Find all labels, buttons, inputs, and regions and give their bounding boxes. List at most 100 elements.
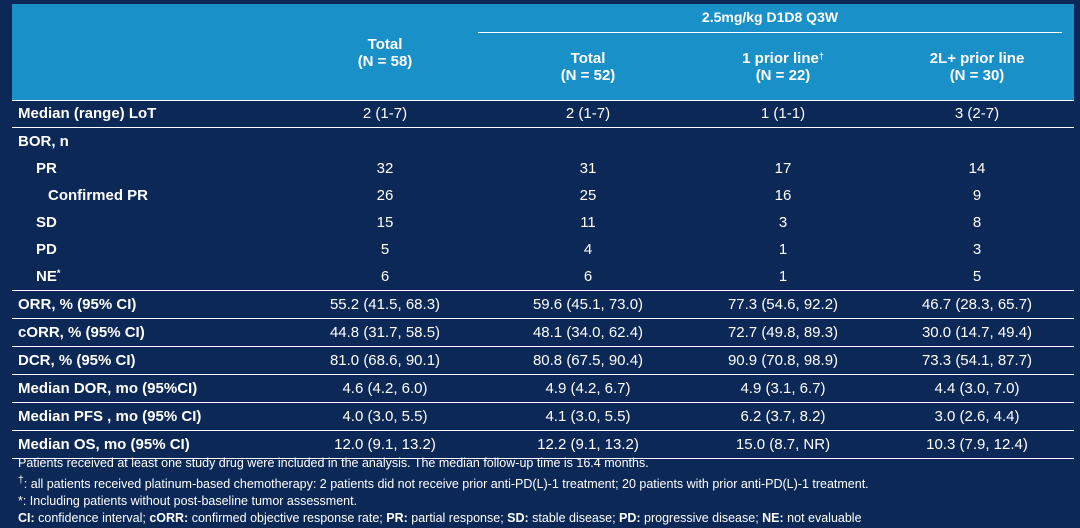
cell: 2 (1-7) <box>362 105 408 122</box>
cell: 46.7 (28.3, 65.7) <box>921 296 1033 313</box>
cell: 4.9 (3.1, 6.7) <box>740 380 826 397</box>
table-row: Median (range) LoT 2 (1-7) 2 (1-7) 1 (1-… <box>12 100 1074 128</box>
cell: 12.2 (9.1, 13.2) <box>537 436 639 453</box>
column-header-n: (N = 30) <box>949 67 1005 84</box>
abbrev-def: stable disease; <box>528 511 620 526</box>
cell: 5 <box>972 268 982 285</box>
column-group-divider <box>478 32 1062 33</box>
cell: 5 <box>380 241 390 258</box>
header-bottom-rule <box>12 100 1074 101</box>
abbrev-term: PR: <box>386 511 408 526</box>
column-header-n: (N = 52) <box>560 67 616 84</box>
abbrev-def: confidence interval; <box>34 511 150 526</box>
row-label: PD <box>36 241 57 258</box>
table-row: Median OS, mo (95% CI) 12.0 (9.1, 13.2) … <box>12 431 1074 459</box>
cell: 11 <box>580 214 596 231</box>
table-row: NE* 6 6 1 5 <box>12 263 1074 291</box>
cell: 16 <box>774 187 792 204</box>
cell: 17 <box>774 160 792 177</box>
row-label: SD <box>36 214 57 231</box>
footnote-abbreviations: CI: confidence interval; cORR: confirmed… <box>18 510 1074 527</box>
cell: 15.0 (8.7, NR) <box>735 436 831 453</box>
cell: 12.0 (9.1, 13.2) <box>334 436 436 453</box>
cell: 80.8 (67.5, 90.4) <box>532 352 644 369</box>
cell: 44.8 (31.7, 58.5) <box>329 324 441 341</box>
column-group-title: 2.5mg/kg D1D8 Q3W <box>701 9 839 25</box>
column-header-n: (N = 22) <box>755 67 811 84</box>
cell: 31 <box>579 160 597 177</box>
abbrev-def: partial response; <box>407 511 508 526</box>
row-label: BOR, n <box>18 133 69 150</box>
cell: 6.2 (3.7, 8.2) <box>740 408 826 425</box>
table-row: SD 15 11 3 8 <box>12 209 1074 236</box>
row-label: Median (range) LoT <box>18 105 157 122</box>
cell: 4.1 (3.0, 5.5) <box>545 408 631 425</box>
column-header-title: 1 prior line <box>742 50 819 67</box>
cell: 1 <box>778 241 788 258</box>
cell: 55.2 (41.5, 68.3) <box>329 296 441 313</box>
column-header-total-group: Total (N = 52) <box>490 50 686 84</box>
cell: 81.0 (68.6, 90.1) <box>329 352 441 369</box>
table-row: PD 5 4 1 3 <box>12 236 1074 263</box>
cell: 6 <box>583 268 593 285</box>
row-label: NE <box>36 268 57 285</box>
cell: 10.3 (7.9, 12.4) <box>926 436 1028 453</box>
abbrev-term: CI: <box>18 511 35 526</box>
column-header-title: Total <box>367 36 403 53</box>
cell: 32 <box>376 160 394 177</box>
row-label: Median PFS , mo (95% CI) <box>18 408 202 425</box>
row-label: DCR, % (95% CI) <box>18 352 136 369</box>
row-label: Median OS, mo (95% CI) <box>18 436 190 453</box>
column-header-title: 2L+ prior line <box>929 50 1025 67</box>
table-row: DCR, % (95% CI) 81.0 (68.6, 90.1) 80.8 (… <box>12 347 1074 375</box>
column-header-footnote-mark: † <box>818 51 824 61</box>
table-row: BOR, n <box>12 128 1074 155</box>
abbrev-term: PD: <box>619 511 641 526</box>
row-label: Confirmed PR <box>48 187 149 204</box>
cell: 48.1 (34.0, 62.4) <box>532 324 644 341</box>
column-header-2l-plus-prior-line: 2L+ prior line (N = 30) <box>880 50 1074 84</box>
table-body: Median (range) LoT 2 (1-7) 2 (1-7) 1 (1-… <box>12 100 1074 459</box>
cell: 6 <box>380 268 390 285</box>
cell: 3 <box>778 214 788 231</box>
cell: 3.0 (2.6, 4.4) <box>934 408 1020 425</box>
footnote-asterisk: *: Including patients without post-basel… <box>18 494 358 509</box>
footnote-dagger-text: : all patients received platinum-based c… <box>23 477 869 492</box>
footnote-dagger-mark: † <box>18 475 24 486</box>
cell: 77.3 (54.6, 92.2) <box>727 296 839 313</box>
table-row: Confirmed PR 26 25 16 9 <box>12 182 1074 209</box>
table-row: cORR, % (95% CI) 44.8 (31.7, 58.5) 48.1 … <box>12 319 1074 347</box>
column-header-1-prior-line: 1 prior line† (N = 22) <box>686 50 880 84</box>
table-row: ORR, % (95% CI) 55.2 (41.5, 68.3) 59.6 (… <box>12 291 1074 319</box>
column-header-title: Total <box>570 50 606 67</box>
table-row: Median DOR, mo (95%CI) 4.6 (4.2, 6.0) 4.… <box>12 375 1074 403</box>
table-header <box>12 4 1074 100</box>
abbrev-def: progressive disease; <box>640 511 763 526</box>
cell: 1 <box>778 268 788 285</box>
cell: 8 <box>972 214 982 231</box>
footnotes: Patients received at least one study dru… <box>18 455 1074 527</box>
cell: 15 <box>376 214 394 231</box>
abbrev-def: confirmed objective response rate; <box>188 511 387 526</box>
abbrev-term: cORR: <box>149 511 189 526</box>
cell: 4.4 (3.0, 7.0) <box>934 380 1020 397</box>
cell: 30.0 (14.7, 49.4) <box>921 324 1033 341</box>
abbrev-def: not evaluable <box>783 511 862 526</box>
row-label: cORR, % (95% CI) <box>18 324 145 341</box>
row-label: ORR, % (95% CI) <box>18 296 137 313</box>
cell: 72.7 (49.8, 89.3) <box>727 324 839 341</box>
cell: 9 <box>972 187 982 204</box>
cell: 1 (1-1) <box>760 105 806 122</box>
table-row: Median PFS , mo (95% CI) 4.0 (3.0, 5.5) … <box>12 403 1074 431</box>
cell: 26 <box>376 187 394 204</box>
cell: 3 (2-7) <box>954 105 1000 122</box>
cell: 73.3 (54.1, 87.7) <box>921 352 1033 369</box>
table-row: PR 32 31 17 14 <box>12 155 1074 182</box>
abbrev-term: NE: <box>762 511 784 526</box>
cell: 4 <box>583 241 593 258</box>
cell: 4.0 (3.0, 5.5) <box>342 408 428 425</box>
cell: 90.9 (70.8, 98.9) <box>727 352 839 369</box>
cell: 4.6 (4.2, 6.0) <box>342 380 428 397</box>
abbrev-term: SD: <box>507 511 529 526</box>
column-header-total-all: Total (N = 58) <box>280 36 490 70</box>
